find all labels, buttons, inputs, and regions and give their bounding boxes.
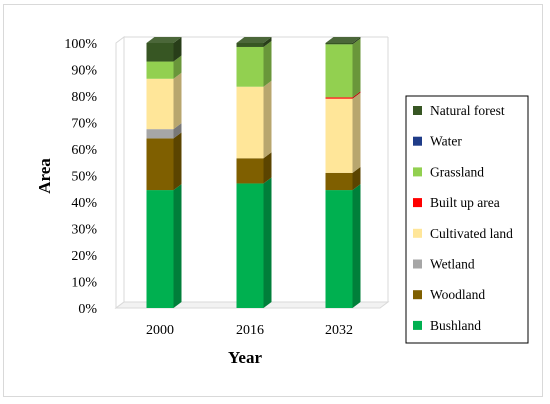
bar-segment-woodland: [146, 138, 174, 191]
y-tick-label: 50%: [71, 170, 97, 185]
bar-segment-side: [173, 184, 182, 308]
y-tick-label: 90%: [71, 64, 97, 79]
legend-label: Grassland: [430, 164, 484, 179]
bar-stack-2016: [236, 37, 272, 308]
legend-item: Cultivated land: [413, 226, 513, 241]
bar-segment-side: [173, 132, 182, 191]
x-axis-tick-labels: 2000 2016 2032: [146, 323, 353, 338]
y-axis-tick-labels: 0% 10% 20% 30% 40% 50% 60% 70% 80% 90% 100%: [64, 37, 97, 317]
legend-swatch: [413, 136, 422, 146]
legend-box: [405, 95, 529, 344]
legend-item: Built up area: [413, 195, 500, 210]
bar-segment-grassland: [325, 44, 353, 98]
legend-item: Bushland: [413, 318, 481, 333]
bar-segment-side: [263, 177, 272, 308]
bar-segment-grassland: [146, 61, 174, 79]
legend-swatch: [413, 167, 422, 177]
legend-item: Woodland: [413, 287, 485, 302]
legend-label: Water: [430, 134, 462, 149]
bar-segment-grassland: [236, 46, 264, 87]
legend-label: Built up area: [430, 195, 500, 210]
x-tick-label: 2016: [236, 323, 264, 338]
y-tick-label: 40%: [71, 196, 97, 211]
bar-segment-natural-forest: [146, 43, 174, 62]
legend-swatch: [413, 290, 422, 300]
bar-segment-woodland: [236, 158, 264, 184]
legend-label: Woodland: [430, 287, 485, 302]
bar-stack-2000: [146, 37, 182, 308]
bar-segment-side: [173, 72, 182, 130]
legend-label: Cultivated land: [430, 226, 513, 241]
bar-segment-side: [352, 37, 361, 45]
bars: [146, 37, 361, 308]
bar-segment-woodland: [325, 172, 353, 191]
bar-segment-side: [173, 55, 182, 79]
bar-segment-bushland: [236, 183, 264, 308]
bar-segment-side: [352, 91, 361, 99]
bar-segment-side: [173, 123, 182, 139]
x-tick-label: 2032: [325, 323, 353, 338]
y-tick-label: 60%: [71, 143, 97, 158]
bar-segment-natural-forest: [325, 43, 353, 45]
bar-top-face: [236, 37, 272, 43]
bar-segment-side: [352, 166, 361, 191]
legend: Natural forest Water Grassland Built up are…: [405, 95, 529, 344]
y-tick-label: 100%: [64, 37, 97, 52]
bar-segment-side: [352, 92, 361, 173]
legend-item: Water: [413, 134, 462, 149]
bar-top-face: [146, 37, 182, 43]
bar-segment-side: [263, 152, 272, 184]
legend-item: Natural forest: [413, 103, 505, 118]
x-tick-label: 2000: [146, 323, 174, 338]
y-tick-label: 0%: [78, 302, 97, 317]
bar-segment-cultivated-land: [325, 98, 353, 173]
bar-segment-built-up-area: [325, 97, 353, 99]
y-tick-label: 20%: [71, 249, 97, 264]
legend-swatch: [413, 259, 422, 269]
bar-top-face: [325, 37, 361, 43]
bar-segment-natural-forest: [236, 43, 264, 47]
bar-segment-bushland: [146, 190, 174, 308]
y-tick-label: 10%: [71, 276, 97, 291]
legend-label: Bushland: [430, 318, 481, 333]
y-axis-title: Area: [35, 158, 54, 194]
bar-segment-cultivated-land: [236, 86, 264, 159]
y-tick-label: 70%: [71, 117, 97, 132]
y-tick-label: 30%: [71, 223, 97, 238]
y-tick-label: 80%: [71, 90, 97, 105]
bar-segment-side: [263, 37, 272, 47]
legend-swatch: [413, 198, 422, 208]
bar-segment-side: [263, 80, 272, 159]
legend-label: Wetland: [430, 257, 475, 272]
legend-item: Grassland: [413, 164, 484, 179]
bar-segment-cultivated-land: [146, 78, 174, 130]
bar-segment-bushland: [325, 190, 353, 308]
legend-label: Natural forest: [430, 103, 505, 118]
side-wall: [115, 36, 125, 309]
bar-segment-side: [263, 40, 272, 87]
x-axis-title: Year: [228, 348, 262, 367]
legend-item: Wetland: [413, 257, 475, 272]
bar-segment-side: [173, 37, 182, 62]
legend-swatch: [413, 106, 422, 115]
bar-segment-wetland: [146, 129, 174, 139]
legend-swatch: [413, 320, 422, 330]
bar-segment-side: [352, 38, 361, 98]
bar-stack-2032: [325, 37, 361, 308]
bar-segment-side: [352, 184, 361, 308]
legend-swatch: [413, 228, 422, 238]
